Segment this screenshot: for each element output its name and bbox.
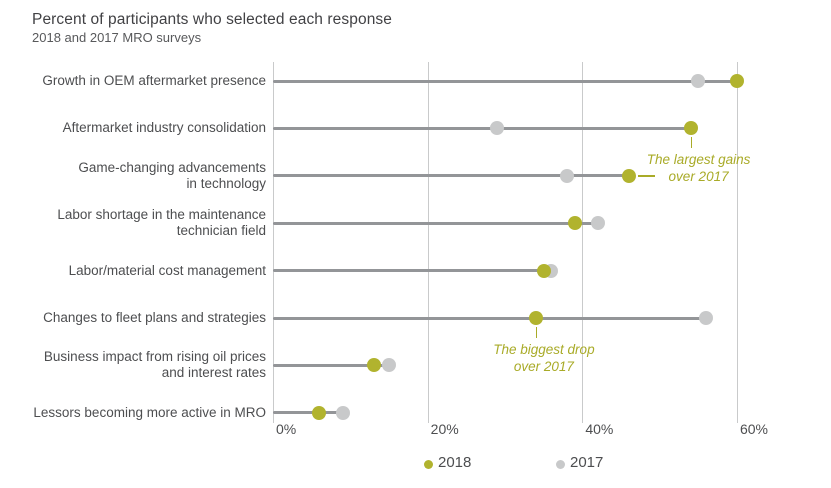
dot-2017 bbox=[490, 121, 505, 136]
row-connector-line bbox=[273, 221, 598, 225]
row-connector-line bbox=[273, 79, 737, 83]
legend: 2018 2017 bbox=[0, 454, 831, 478]
chart-title: Percent of participants who selected eac… bbox=[32, 11, 392, 28]
dot-2017 bbox=[335, 405, 350, 420]
legend-dot-2018-icon bbox=[424, 460, 433, 469]
dot-2017 bbox=[699, 311, 714, 325]
x-tick-label: 60% bbox=[739, 421, 768, 437]
category-label: Business impact from rising oil prices an… bbox=[43, 349, 266, 381]
category-label: Aftermarket industry consolidation bbox=[62, 120, 266, 136]
x-tick-label: 20% bbox=[430, 421, 459, 437]
row-connector-line bbox=[273, 316, 707, 320]
legend-label-2018: 2018 bbox=[438, 454, 472, 471]
x-gridline bbox=[736, 62, 738, 423]
category-label: Changes to fleet plans and strategies bbox=[43, 310, 266, 325]
dot-2018 bbox=[528, 311, 543, 325]
category-label: Lessors becoming more active in MRO bbox=[33, 404, 266, 420]
x-tick-label: 40% bbox=[585, 421, 614, 437]
annotation-text: The biggest drop over 2017 bbox=[493, 342, 595, 374]
row-connector-line bbox=[273, 363, 389, 367]
row-connector-line bbox=[273, 411, 343, 415]
x-gridline bbox=[582, 62, 584, 423]
x-gridline bbox=[273, 62, 274, 423]
row-connector-line bbox=[273, 126, 691, 130]
legend-label-2017: 2017 bbox=[570, 454, 604, 471]
dot-2018 bbox=[621, 168, 636, 183]
dot-2018 bbox=[567, 216, 582, 231]
dot-2018 bbox=[366, 358, 381, 373]
category-label: Labor shortage in the maintenance technic… bbox=[57, 207, 266, 239]
annotation-connector-tick bbox=[535, 327, 537, 338]
row-connector-line bbox=[273, 174, 629, 178]
dot-2018 bbox=[683, 121, 698, 136]
annotation-text: The largest gains over 2017 bbox=[646, 152, 751, 185]
category-label: Labor/material cost management bbox=[68, 262, 266, 278]
x-tick-label: 0% bbox=[276, 421, 297, 437]
dot-2018 bbox=[536, 263, 551, 278]
category-label: Game-changing advancements in technology bbox=[78, 159, 266, 191]
dot-2017 bbox=[590, 216, 605, 231]
category-label: Growth in OEM aftermarket presence bbox=[42, 73, 266, 88]
annotation-connector-tick bbox=[690, 137, 692, 149]
x-gridline bbox=[427, 62, 429, 423]
row-connector-line bbox=[273, 269, 552, 273]
dot-2017 bbox=[559, 168, 574, 183]
dot-2017 bbox=[691, 74, 706, 88]
legend-dot-2017-icon bbox=[556, 460, 565, 469]
dot-2017 bbox=[381, 358, 396, 373]
annotation-connector-dash bbox=[637, 174, 655, 177]
dot-2018 bbox=[729, 74, 744, 88]
dot-2018 bbox=[312, 405, 327, 420]
chart-subtitle: 2018 and 2017 MRO surveys bbox=[32, 30, 202, 45]
